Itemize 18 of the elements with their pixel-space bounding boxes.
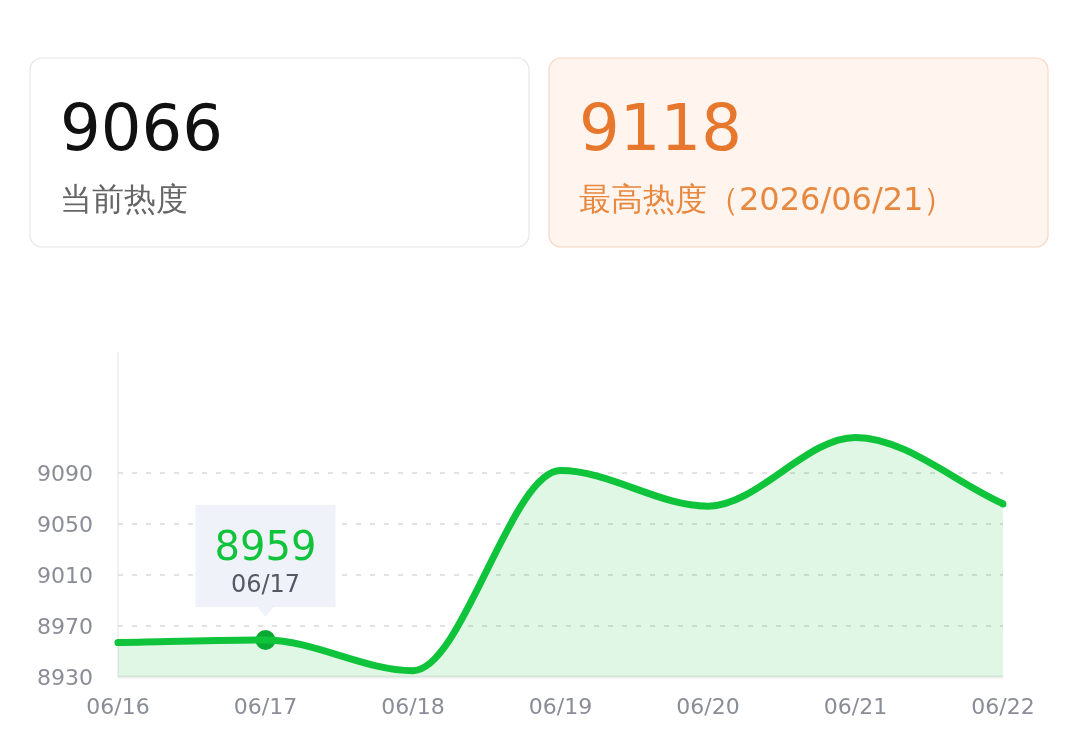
x-tick-label: 06/16 <box>86 694 150 719</box>
y-tick-label: 8930 <box>37 665 93 690</box>
y-tick-label: 8970 <box>37 614 93 640</box>
x-tick-label: 06/21 <box>823 694 888 719</box>
data-label: 8959 <box>214 523 317 570</box>
y-tick-label: 9010 <box>37 563 93 589</box>
x-tick-label: 06/17 <box>233 694 298 719</box>
x-tick-label: 06/20 <box>676 694 740 719</box>
y-tick-label: 9090 <box>37 461 93 487</box>
text: 9066 <box>60 91 223 165</box>
y-tick-label: 9050 <box>37 512 93 538</box>
text: 当前热度 <box>60 180 188 218</box>
text: 9118 <box>579 91 742 165</box>
annotation: 06/17 <box>230 570 301 599</box>
x-tick-label: 06/18 <box>381 694 445 719</box>
text: 最高热度（2026/06/21） <box>579 180 956 218</box>
x-tick-label: 06/22 <box>971 694 1035 719</box>
x-tick-label: 06/19 <box>528 694 593 719</box>
